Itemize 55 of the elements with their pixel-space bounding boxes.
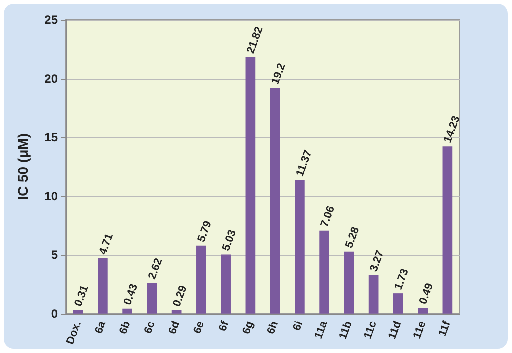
bar [320, 230, 330, 314]
x-tick-label: 6g [240, 320, 256, 336]
data-label: 3.27 [368, 249, 387, 274]
x-tick-label: 6b [118, 320, 134, 336]
x-tick-label: 6d [166, 320, 182, 336]
bar [344, 252, 354, 314]
bar [394, 294, 404, 314]
data-label: 21.82 [245, 25, 266, 56]
data-label: 0.43 [122, 282, 141, 307]
data-label: 4.71 [97, 232, 116, 257]
data-label: 0.49 [417, 282, 436, 306]
x-tick-label: 11c [362, 320, 380, 341]
data-label: 5.03 [220, 228, 240, 253]
data-label: 2.62 [146, 256, 166, 282]
y-tick-label: 10 [44, 189, 58, 204]
x-tick-label: 6a [93, 319, 109, 336]
y-tick-label: 25 [44, 13, 58, 27]
bar [122, 308, 132, 314]
bar [418, 308, 428, 314]
data-label: 0.31 [72, 284, 92, 308]
x-tick-label: 11d [386, 320, 404, 342]
bar [172, 310, 182, 314]
y-tick-label: 20 [44, 72, 58, 86]
x-tick-label: 11a [312, 319, 330, 341]
data-label: 5.79 [196, 220, 214, 244]
data-label: 5.28 [344, 226, 362, 250]
data-label: 7.06 [318, 204, 338, 229]
bar [73, 310, 84, 314]
data-label: 19.2 [270, 62, 288, 86]
bar [442, 146, 453, 314]
x-tick-label: 11e [411, 320, 429, 341]
y-axis-title: IC 50 (μM) [15, 133, 31, 200]
x-tick-label: 11f [436, 320, 454, 338]
x-tick-label: 6i [291, 320, 306, 333]
data-label: 1.73 [392, 267, 412, 292]
x-tick-label: 6e [192, 320, 208, 336]
x-tick-label: 11b [337, 320, 355, 342]
bar [196, 246, 206, 314]
x-tick-label: Dox. [64, 320, 84, 346]
bar [270, 88, 280, 314]
bar [147, 283, 158, 314]
y-tick-label: 0 [51, 306, 58, 321]
x-tick-label: 6h [265, 320, 282, 336]
y-tick-label: 15 [44, 130, 58, 145]
bar [368, 275, 379, 314]
bar [295, 180, 305, 314]
y-tick-label: 5 [51, 248, 58, 262]
x-tick-label: 6c [142, 320, 158, 336]
x-tick-label: 6f [217, 320, 232, 334]
bar [98, 258, 108, 314]
data-label: 11.37 [294, 148, 315, 178]
bar [246, 57, 256, 314]
bar [221, 254, 231, 314]
data-label: 0.29 [171, 284, 190, 309]
data-label: 14.23 [442, 114, 463, 145]
